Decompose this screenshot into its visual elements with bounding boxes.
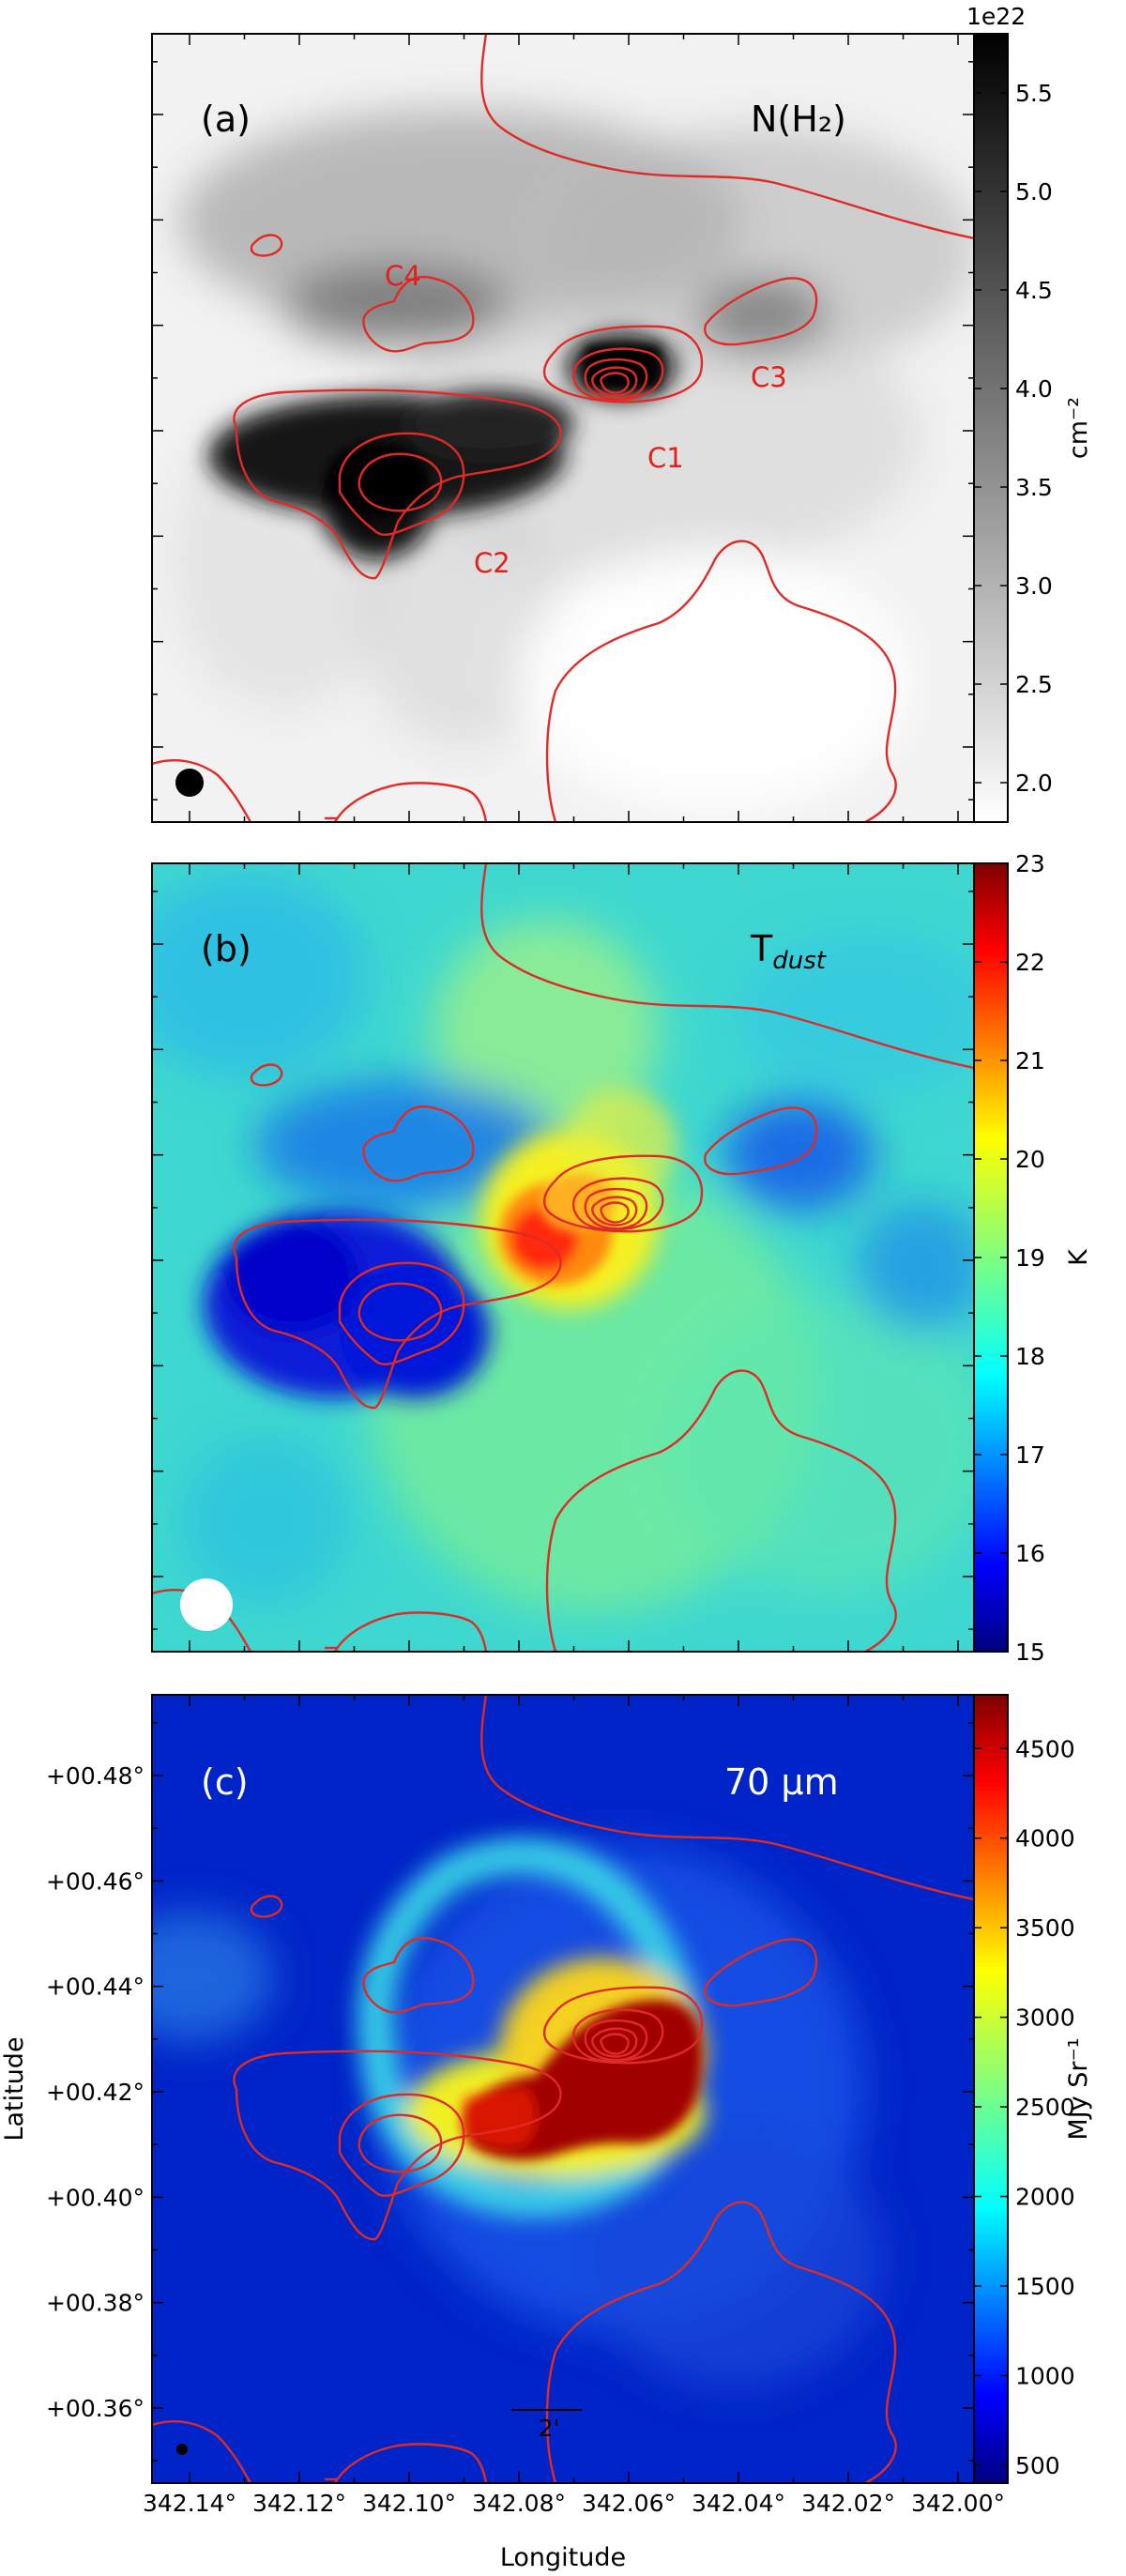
colorbar-tick-label: 4000 [1015, 1825, 1075, 1852]
colorbar-tick-label: 16 [1015, 1540, 1045, 1567]
colorbar-tick-label: 19 [1015, 1244, 1045, 1272]
colorbar-c: 500 1000 1500 2000 2500 3000 3500 4000 4500 MJy … [973, 1694, 1093, 2484]
scale-bar-label: 2' [539, 2415, 560, 2442]
panel-b: (b) Tdust 15 16 17 18 19 20 21 22 23 K [151, 850, 1093, 1666]
colorbar-tick-label: 4.5 [1015, 277, 1053, 304]
x-tick-label: 342.14° [143, 2490, 236, 2517]
y-axis-title: Latitude [0, 2036, 29, 2141]
clump-label-c3: C3 [751, 361, 787, 393]
clump-label-c4: C4 [385, 260, 421, 292]
column-density-map [152, 34, 974, 822]
colorbar-tick-label: 2000 [1015, 2184, 1075, 2211]
panel-label: (c) [201, 1761, 249, 1803]
quantity-label: N(H₂) [751, 99, 846, 140]
colorbar-tick-label: 1000 [1015, 2362, 1075, 2389]
x-tick-label: 342.10° [362, 2490, 456, 2517]
colorbar-tick-label: 17 [1015, 1441, 1045, 1469]
colorbar-tick-label: 20 [1015, 1146, 1045, 1173]
colorbar-tick-label: 3500 [1015, 1914, 1075, 1942]
colorbar-tick-label: 5.5 [1015, 80, 1053, 107]
y-tick-label: +00.36° [46, 2395, 145, 2422]
x-tick-label: 342.06° [582, 2490, 676, 2517]
colorbar-tick-label: 21 [1015, 1047, 1045, 1075]
colorbar-tick-label: 5.0 [1015, 178, 1053, 206]
dust-temperature-map [152, 863, 974, 1652]
colorbar-tick-label: 18 [1015, 1343, 1045, 1370]
colorbar-tick-label: 2.0 [1015, 770, 1053, 797]
x-axis-title: Longitude [500, 2543, 626, 2572]
y-tick-label: +00.38° [46, 2290, 145, 2317]
colorbar-b: 15 16 17 18 19 20 21 22 23 K [973, 850, 1093, 1666]
colorbar-offset-text: 1e22 [966, 3, 1026, 30]
colorbar-tick-label: 1500 [1015, 2273, 1075, 2300]
colorbar-unit: K [1064, 1248, 1093, 1266]
beam-marker [175, 769, 204, 797]
scale-bar: 2' [511, 2409, 582, 2442]
panel-a: (a) N(H₂) C4 C3 C1 C2 2.0 2.5 3.0 3.5 4.0 4.5… [151, 3, 1093, 823]
panel-b-ticks [152, 863, 974, 1652]
quantity-label: 70 μm [724, 1761, 839, 1803]
panel-c: 2' (c) 70 μm 500 1000 1500 2000 2500 3000 3500… [0, 1694, 1093, 2572]
quantity-label: Tdust [750, 928, 827, 975]
70um-map [152, 1695, 974, 2483]
beam-marker [180, 1578, 233, 1631]
colorbar-tick-label: 22 [1015, 949, 1045, 976]
colorbar-tick-label: 500 [1015, 2452, 1060, 2479]
panel-label: (b) [201, 928, 251, 969]
panel-label: (a) [201, 99, 251, 140]
colorbar-tick-label: 3.5 [1015, 474, 1053, 501]
y-tick-label: +00.46° [46, 1867, 145, 1895]
x-tick-label: 342.02° [801, 2490, 895, 2517]
x-tick-label: 342.08° [472, 2490, 566, 2517]
y-tick-label: +00.40° [46, 2184, 145, 2211]
colorbar-tick-label: 23 [1015, 850, 1045, 877]
colorbar-unit: cm⁻² [1064, 397, 1093, 459]
colorbar-unit: MJy Sr⁻¹ [1064, 2037, 1093, 2140]
y-tick-label: +00.48° [46, 1762, 145, 1790]
colorbar-tick-label: 4.0 [1015, 375, 1053, 403]
panel-a-ticks [152, 34, 974, 822]
y-tick-label: +00.44° [46, 1974, 145, 2001]
clump-label-c2: C2 [474, 547, 510, 579]
colorbar-tick-label: 2500 [1015, 2094, 1075, 2121]
colorbar-tick-label: 2.5 [1015, 671, 1053, 698]
beam-marker [176, 2444, 188, 2455]
colorbar-tick-label: 15 [1015, 1639, 1045, 1666]
colorbar-a: 2.0 2.5 3.0 3.5 4.0 4.5 5.0 5.5 1e22 cm⁻² [966, 3, 1093, 823]
clump-label-c1: C1 [647, 442, 684, 474]
y-tick-label: +00.42° [46, 2079, 145, 2106]
colorbar-tick-label: 4500 [1015, 1735, 1075, 1762]
x-tick-label: 342.04° [692, 2490, 785, 2517]
colorbar-tick-label: 3.0 [1015, 572, 1053, 600]
x-tick-label: 342.12° [252, 2490, 346, 2517]
colorbar-tick-label: 3000 [1015, 2004, 1075, 2032]
panel-c-ticks [152, 1695, 974, 2483]
x-tick-label: 342.00° [911, 2490, 1005, 2517]
